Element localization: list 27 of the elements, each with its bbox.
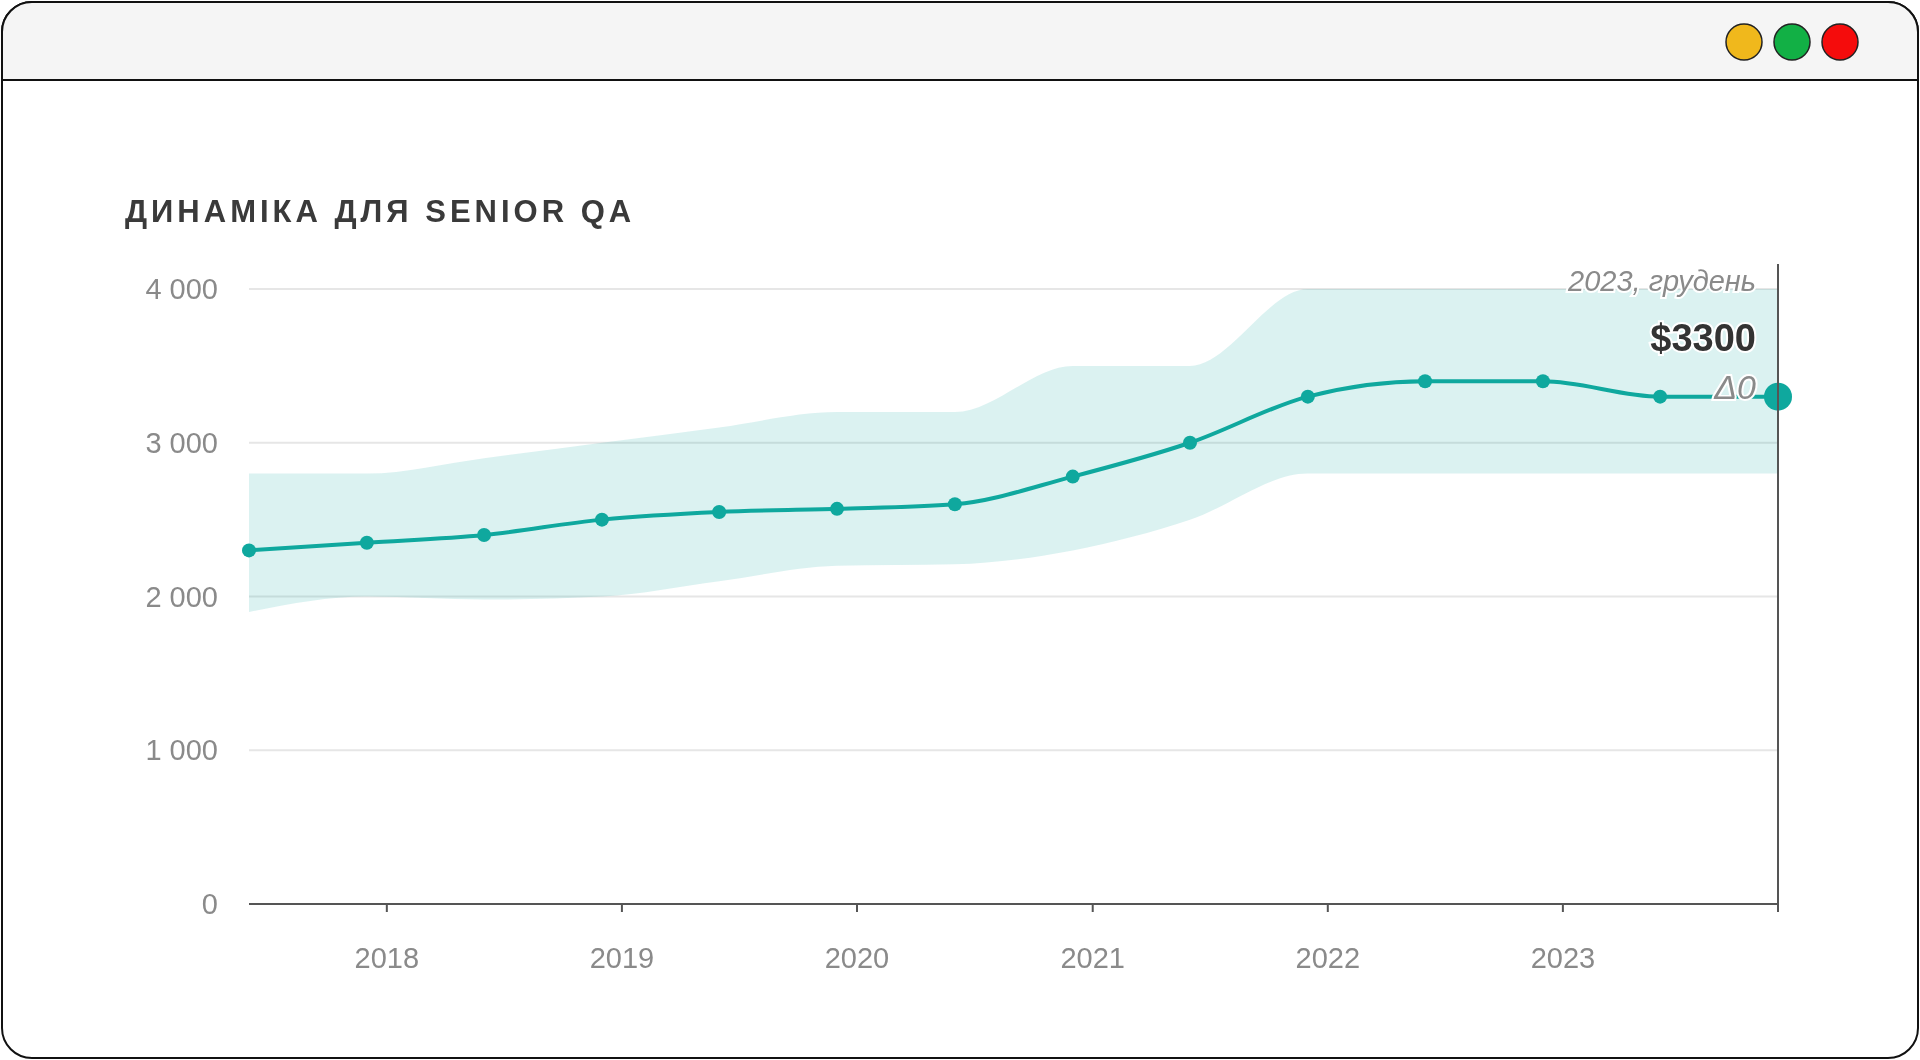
point — [242, 543, 256, 558]
annotation: $3300 — [1650, 316, 1756, 359]
x-tick-label: 2022 — [1295, 942, 1361, 974]
point — [359, 535, 374, 550]
y-tick-label: 0 — [201, 888, 218, 921]
y-tick-label: 2 000 — [145, 580, 218, 613]
point — [1300, 389, 1315, 404]
point — [1182, 435, 1197, 450]
point — [1535, 374, 1550, 389]
annotation: 2023, грудень — [1567, 264, 1756, 297]
x-tick-label: 2019 — [589, 942, 655, 974]
y-tick-label: 1 000 — [145, 734, 218, 767]
point — [594, 512, 609, 527]
point — [947, 497, 962, 512]
point — [1418, 374, 1433, 389]
point — [830, 501, 845, 516]
x-tick-label: 2021 — [1060, 942, 1125, 974]
x-tick-label: 2020 — [824, 942, 890, 974]
x-tick-label: 2023 — [1530, 942, 1596, 974]
point — [712, 504, 727, 519]
point — [1653, 389, 1668, 404]
x-tick-label: 2018 — [354, 942, 420, 974]
chart-title: ДИНАМІКА ДЛЯ SENIOR QA — [125, 194, 636, 229]
y-tick-label: 3 000 — [145, 426, 218, 459]
point — [477, 528, 492, 542]
y-tick-label: 4 000 — [145, 273, 218, 306]
point — [1065, 469, 1080, 484]
